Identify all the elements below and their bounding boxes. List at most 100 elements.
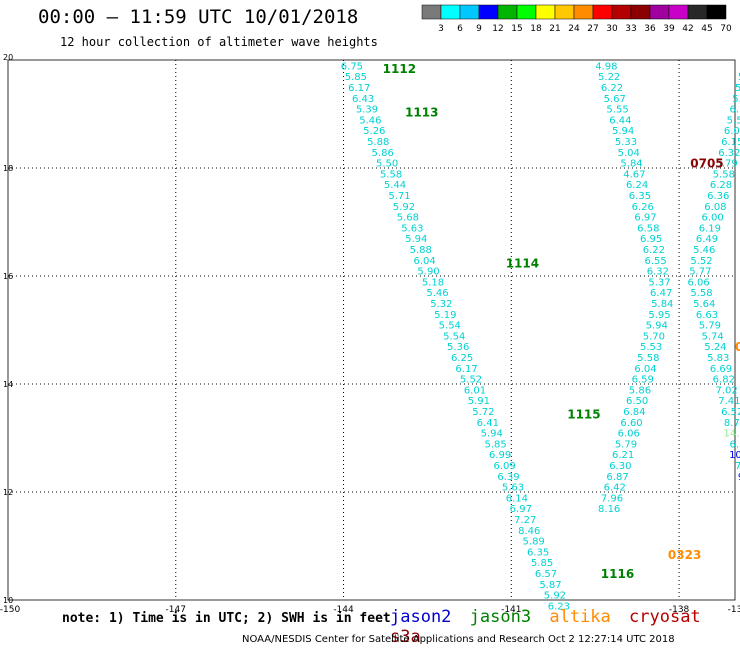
chart-title: 00:00 — 11:59 UTC 10/01/2018 — [38, 6, 359, 28]
wave-height-value: 6.17 — [455, 364, 477, 375]
wave-height-value: 7.96 — [601, 493, 623, 504]
wave-height-value: 6.17 — [348, 83, 370, 94]
wave-height-value: 5.67 — [604, 94, 626, 105]
wave-height-value: 6.58 — [637, 223, 659, 234]
colorbar-label: 45 — [701, 24, 712, 34]
wave-height-value: 5.54 — [439, 321, 461, 332]
wave-height-value: 5.77 — [689, 267, 711, 278]
wave-height-value: 5.63 — [502, 483, 524, 494]
wave-height-value: 5.46 — [359, 115, 381, 126]
legend-altika: altika — [549, 607, 611, 627]
footer-credit: NOAA/NESDIS Center for Satellite Applica… — [242, 634, 675, 645]
wave-height-value: 5.85 — [485, 439, 507, 450]
x-tick-label: -150 — [0, 605, 20, 615]
wave-height-value: 6.35 — [629, 191, 651, 202]
colorbar-swatch — [668, 4, 689, 20]
wave-height-value: 5.18 — [422, 277, 444, 288]
wave-height-value: 5.70 — [643, 331, 665, 342]
wave-height-value: 6.14 — [506, 493, 528, 504]
wave-height-value: 5.52 — [690, 256, 712, 267]
wave-height-value: 5.84 — [620, 159, 642, 170]
wave-height-value: 7.02 — [715, 385, 737, 396]
chart-subtitle: 12 hour collection of altimeter wave hei… — [60, 35, 378, 49]
wave-height-value: 6.42 — [604, 483, 626, 494]
colorbar-label: 24 — [568, 24, 580, 34]
wave-height-value: 5.94 — [481, 429, 503, 440]
y-tick-label: 12 — [3, 488, 13, 497]
wave-height-value: 5.24 — [704, 342, 726, 353]
track-label-1115: 1115 — [567, 408, 600, 422]
colorbar-label: 70 — [720, 24, 732, 34]
wave-height-value: 5.92 — [544, 591, 566, 602]
wave-height-value: 5.90 — [417, 267, 439, 278]
legend-cryosat: cryosat — [629, 607, 701, 627]
colorbar-swatch — [497, 4, 518, 20]
colorbar-label: 15 — [511, 24, 522, 34]
wave-height-value: 6.21 — [612, 450, 634, 461]
wave-height-value: 5.46 — [426, 288, 448, 299]
colorbar-swatch — [554, 4, 575, 20]
wave-height-value: 6.59 — [632, 375, 654, 386]
wave-height-value: 6.22 — [601, 83, 623, 94]
colorbar-label: 3 — [438, 24, 444, 34]
wave-height-value: 8.46 — [518, 526, 540, 537]
colorbar-label: 6 — [457, 24, 463, 34]
wave-height-value: 6.47 — [650, 288, 672, 299]
x-tick-label: -13 — [728, 605, 740, 615]
wave-height-value: 6.52 — [721, 407, 740, 418]
wave-height-value: 5.64 — [693, 299, 715, 310]
colorbar-swatch — [535, 4, 556, 20]
wave-height-value: 5.79 — [699, 321, 721, 332]
y-tick-label: 18 — [3, 164, 13, 173]
colorbar-swatch — [592, 4, 613, 20]
wave-height-value: 6.99 — [489, 450, 511, 461]
y-tick-label: 20 — [3, 53, 13, 62]
wave-height-value: 5.52 — [460, 375, 482, 386]
y-tick-label: 16 — [3, 272, 13, 281]
wave-height-value: 8.71 — [724, 418, 740, 429]
colorbar-swatch — [573, 4, 594, 20]
wave-height-value: 5.53 — [735, 83, 740, 94]
wave-height-value: 6.06 — [688, 277, 710, 288]
colorbar-swatch — [516, 4, 537, 20]
wave-height-value: 5.83 — [707, 353, 729, 364]
x-tick-label: -141 — [501, 605, 521, 615]
wave-height-value: 5.86 — [629, 385, 651, 396]
wave-height-value: 5.95 — [648, 310, 670, 321]
wave-height-value: 6.87 — [606, 472, 628, 483]
wave-height-value: 5.68 — [397, 213, 419, 224]
wave-height-value: 6.05 — [724, 126, 740, 137]
wave-height-value: 5.44 — [384, 180, 406, 191]
wave-height-value: 5.94 — [646, 321, 668, 332]
colorbar-swatch — [630, 4, 651, 20]
wave-height-value: 6.43 — [352, 94, 374, 105]
colorbar-swatch — [478, 4, 499, 20]
satellite-legend: jason2 jason3 altika cryosat s3a — [390, 607, 740, 647]
map-frame — [7, 59, 736, 601]
wave-height-value: 5.54 — [727, 115, 740, 126]
track-label-0323: 0323 — [668, 548, 701, 562]
wave-height-value: 6.97 — [634, 213, 656, 224]
colorbar-label: 39 — [663, 24, 675, 34]
wave-height-value: 6.50 — [626, 396, 648, 407]
wave-height-value: 9.38 — [738, 472, 740, 483]
legend-jason3: jason3 — [469, 607, 532, 627]
colorbar-label: 21 — [549, 24, 560, 34]
wave-height-value: 5.55 — [606, 105, 628, 116]
wave-height-value: 5.74 — [701, 331, 723, 342]
track-label-1113: 1113 — [405, 105, 438, 119]
wave-height-value: 6.30 — [729, 105, 740, 116]
wave-height-value: 6.55 — [644, 256, 666, 267]
wave-height-value: 5.86 — [372, 148, 394, 159]
legend-s3a: s3a — [390, 627, 421, 647]
wave-height-value: 5.94 — [405, 234, 427, 245]
colorbar-label: 12 — [492, 24, 503, 34]
colorbar-label: 33 — [625, 24, 636, 34]
wave-height-value: 6.84 — [623, 407, 645, 418]
wave-height-value: 6.15 — [721, 137, 740, 148]
wave-height-value: 5.92 — [393, 202, 415, 213]
legend-jason2: jason2 — [390, 607, 452, 627]
y-tick-label: 10 — [3, 596, 13, 605]
colorbar-swatch — [706, 4, 727, 20]
colorbar-swatch — [649, 4, 670, 20]
